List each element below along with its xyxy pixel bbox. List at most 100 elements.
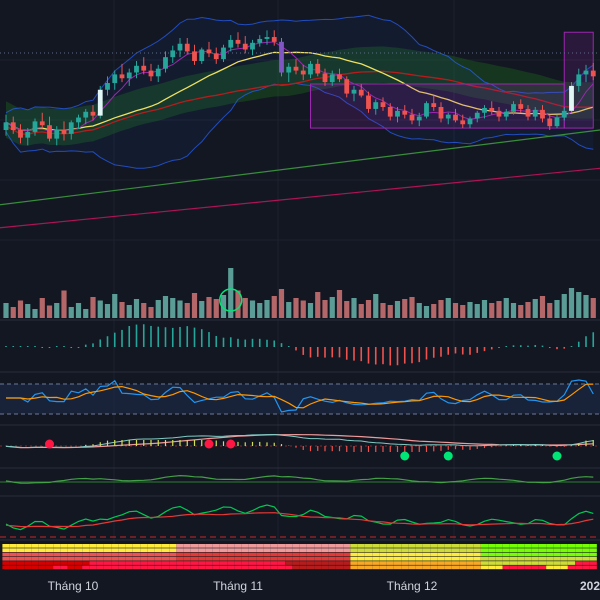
heatmap-cell — [379, 548, 387, 552]
volume-bar — [460, 305, 466, 318]
candle-body — [39, 121, 45, 126]
heatmap-cell — [234, 544, 242, 548]
candle-body — [119, 74, 125, 79]
heatmap-cell — [401, 552, 409, 557]
heatmap-cell — [285, 556, 293, 561]
heatmap-cell — [314, 544, 322, 548]
macd-bar — [556, 347, 558, 350]
heatmap-cell — [546, 561, 554, 565]
heatmap-cell — [263, 548, 271, 552]
macd-bar — [157, 326, 160, 347]
heatmap-cell — [176, 556, 184, 561]
heatmap-cell — [16, 556, 25, 561]
candle-body — [18, 130, 23, 138]
candle-body — [547, 118, 553, 127]
macd-bar — [92, 343, 94, 347]
price-pane[interactable] — [0, 14, 600, 229]
heatmap-cell — [67, 548, 75, 552]
ma-long-line — [5, 70, 594, 135]
heatmap-cell — [444, 552, 452, 557]
volume-bar — [162, 296, 169, 318]
macd-bar — [237, 338, 239, 347]
heatmap-cell — [589, 544, 597, 548]
volume-bar — [228, 268, 234, 318]
heatmap-cell — [393, 556, 402, 561]
heatmap-cell — [335, 544, 344, 548]
macd-bar — [244, 339, 247, 347]
candle-body — [351, 89, 357, 94]
candle-body — [155, 68, 161, 77]
heatmap-cell — [16, 544, 25, 548]
heatmap-cell — [169, 565, 177, 570]
volume-bar — [119, 302, 125, 318]
ma-longer-line — [0, 129, 600, 206]
candle-body — [90, 111, 96, 116]
heatmap-cell — [285, 548, 293, 552]
heatmap-cell — [285, 552, 293, 557]
volume-bar — [170, 298, 176, 318]
heatmap-cell — [386, 544, 394, 548]
volume-bar — [380, 303, 386, 318]
candle-body — [532, 109, 538, 117]
macd-bar — [548, 347, 551, 349]
heatmap-cell — [437, 548, 445, 552]
candle-body — [228, 39, 234, 48]
heatmap-cell — [495, 565, 503, 570]
macd-histogram-pane[interactable] — [5, 324, 595, 366]
heatmap-cell — [502, 548, 510, 552]
macd-bar — [34, 346, 36, 347]
heatmap-cell — [74, 556, 83, 561]
heatmap-cell — [567, 565, 576, 570]
heatmap-cell — [509, 548, 518, 552]
heatmap-cell — [16, 561, 25, 565]
volume-bar — [278, 289, 285, 318]
heatmap-cell — [227, 556, 235, 561]
heatmap-cell — [277, 561, 286, 565]
candle-body — [445, 114, 451, 119]
heatmap-cell — [132, 561, 141, 565]
volume-pane[interactable] — [3, 268, 596, 318]
heatmap-cell — [415, 544, 423, 548]
heatmap-cell — [82, 565, 90, 570]
heatmap-cell — [234, 548, 242, 552]
oscillator-pane[interactable] — [0, 379, 600, 415]
heatmap-cell — [219, 561, 228, 565]
heatmap-cell — [198, 561, 206, 565]
heatmap-cell — [364, 561, 373, 565]
volume-bar — [431, 304, 437, 318]
volume-bar — [481, 300, 488, 318]
heatmap-cell — [422, 552, 431, 557]
volume-bar — [199, 301, 205, 318]
heatmap-cell — [132, 565, 141, 570]
heatmap-cell — [314, 548, 322, 552]
heatmap-cell — [125, 552, 133, 557]
heatmap-cell — [38, 548, 46, 552]
bollinger-fill — [6, 15, 594, 169]
heatmap-cell — [488, 565, 496, 570]
heatmap-cell — [9, 548, 17, 552]
heatmap-cell — [205, 561, 213, 565]
heatmap-cell — [466, 561, 474, 565]
signal-pane[interactable] — [0, 433, 600, 461]
heatmap-cell — [466, 544, 474, 548]
heatmap-cell — [241, 565, 249, 570]
heatmap-cell — [524, 552, 532, 557]
heatmap-cell — [111, 548, 119, 552]
heatmap-cell — [386, 556, 394, 561]
heatmap-cell — [9, 544, 17, 548]
heatmap-cell — [459, 556, 467, 561]
candle-body — [344, 79, 350, 94]
heatmap-cell — [538, 552, 547, 557]
volume-bar — [452, 303, 459, 318]
heatmap-cell — [350, 548, 358, 552]
macd-bar — [454, 347, 457, 354]
heatmap-cell — [357, 561, 365, 565]
momentum-pane[interactable] — [0, 474, 600, 538]
volume-bar — [293, 298, 299, 318]
heatmap-cell — [111, 561, 119, 565]
heatmap-cell — [321, 561, 329, 565]
macd-bar — [26, 346, 29, 347]
macd-bar — [324, 347, 326, 358]
heatmap-cell — [292, 544, 300, 548]
